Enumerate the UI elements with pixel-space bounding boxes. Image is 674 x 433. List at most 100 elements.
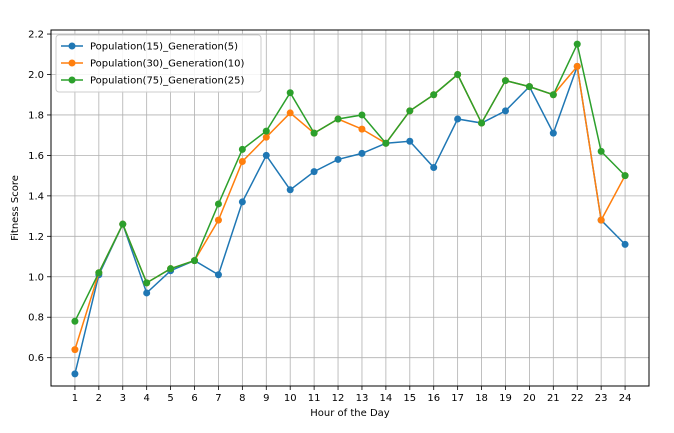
series-layer	[71, 40, 629, 378]
x-tick-label: 14	[380, 393, 393, 404]
series-line	[74, 41, 626, 322]
x-tick-label: 3	[120, 393, 126, 404]
data-point	[119, 220, 127, 228]
data-point	[214, 200, 222, 208]
x-tick-label: 9	[263, 393, 269, 404]
data-point	[238, 198, 246, 206]
x-tick-label: 12	[332, 393, 345, 404]
series-2	[71, 62, 629, 354]
data-point	[406, 137, 414, 145]
x-tick-label: 5	[167, 393, 173, 404]
y-tick-label: 1.8	[28, 110, 44, 121]
data-point	[573, 40, 581, 48]
data-point	[238, 157, 246, 165]
series-1	[71, 62, 629, 378]
data-point	[621, 240, 629, 248]
data-point	[143, 289, 151, 297]
data-point	[143, 279, 151, 287]
data-point	[214, 216, 222, 224]
y-axis-title: Fitness Score	[10, 175, 21, 241]
data-point	[286, 89, 294, 97]
y-tick-label: 0.8	[28, 313, 44, 324]
x-tick-label: 13	[356, 393, 369, 404]
y-tick-label: 1.2	[28, 232, 44, 243]
x-tick-label: 1	[72, 393, 78, 404]
legend: Population(15)_Generation(5) Population(3…	[55, 34, 262, 93]
x-tick-label: 2	[96, 393, 102, 404]
data-point	[501, 77, 509, 85]
x-tick-label: 20	[523, 393, 536, 404]
data-point	[573, 62, 581, 70]
y-tick-label: 2.2	[28, 30, 44, 41]
data-point	[286, 109, 294, 117]
data-point	[71, 317, 79, 325]
legend-swatch-marker	[68, 42, 76, 50]
series-3	[71, 40, 629, 325]
data-point	[262, 127, 270, 135]
x-tick-label: 8	[239, 393, 245, 404]
legend-box	[55, 34, 262, 93]
data-point	[454, 115, 462, 123]
data-point	[406, 107, 414, 115]
data-point	[597, 216, 605, 224]
data-point	[310, 168, 318, 176]
data-point	[310, 129, 318, 137]
data-point	[262, 133, 270, 141]
data-point	[334, 155, 342, 163]
y-axis-ticks: 0.6 0.8 1.0 1.2 1.4 1.6 1.8 2.0 2.2	[28, 30, 51, 364]
data-point	[334, 115, 342, 123]
x-tick-label: 6	[191, 393, 197, 404]
legend-entry: Population(75)_Generation(25)	[90, 76, 244, 87]
x-tick-label: 16	[427, 393, 440, 404]
x-tick-label: 19	[499, 393, 512, 404]
x-tick-label: 7	[215, 393, 221, 404]
data-point	[95, 269, 103, 277]
data-point	[501, 107, 509, 115]
data-point	[286, 186, 294, 194]
data-point	[358, 149, 366, 157]
data-point	[71, 370, 79, 378]
legend-entry: Population(30)_Generation(10)	[90, 59, 244, 70]
data-point	[549, 129, 557, 137]
x-tick-label: 4	[143, 393, 149, 404]
x-tick-label: 23	[595, 393, 608, 404]
data-point	[621, 172, 629, 180]
series-line	[74, 64, 626, 350]
data-point	[214, 271, 222, 279]
x-axis-ticks: 1 2 3 4 5 6 7 8 9 10 11 12 13 14 15 16 17 18 19 20 21 22 23 24	[72, 386, 632, 404]
x-tick-label: 21	[547, 393, 560, 404]
data-point	[358, 111, 366, 119]
data-point	[525, 83, 533, 91]
data-point	[71, 346, 79, 354]
x-tick-label: 24	[619, 393, 632, 404]
data-point	[191, 257, 199, 265]
legend-swatch-marker	[68, 76, 76, 84]
x-tick-label: 22	[571, 393, 584, 404]
y-tick-label: 2.0	[28, 70, 44, 81]
x-tick-label: 18	[475, 393, 488, 404]
data-point	[238, 145, 246, 153]
data-point	[262, 151, 270, 159]
legend-entry: Population(15)_Generation(5)	[90, 42, 238, 53]
data-point	[430, 91, 438, 99]
data-point	[358, 125, 366, 133]
series-line	[74, 66, 626, 375]
data-point	[382, 139, 390, 147]
data-point	[430, 164, 438, 172]
y-tick-label: 1.4	[28, 191, 44, 202]
data-point	[454, 71, 462, 78]
x-tick-label: 10	[284, 393, 297, 404]
data-point	[549, 91, 557, 99]
x-tick-label: 17	[451, 393, 464, 404]
data-point	[167, 265, 175, 273]
x-axis-title: Hour of the Day	[310, 408, 390, 419]
data-point	[597, 147, 605, 155]
x-tick-label: 15	[403, 393, 416, 404]
y-tick-label: 1.6	[28, 151, 44, 162]
x-tick-label: 11	[308, 393, 321, 404]
plot-area-frame	[50, 29, 650, 387]
y-tick-label: 1.0	[28, 272, 44, 283]
y-tick-label: 0.6	[28, 353, 44, 364]
